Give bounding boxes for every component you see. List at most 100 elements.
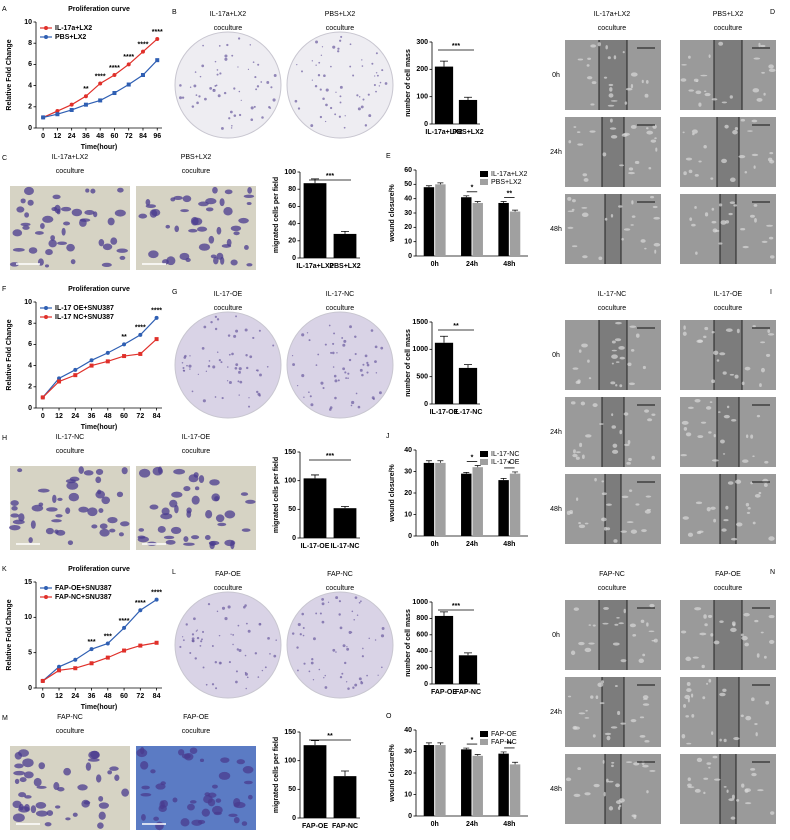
colony	[302, 634, 305, 637]
caption: coculture	[182, 448, 211, 455]
cell	[197, 819, 206, 824]
cell	[744, 642, 749, 647]
colony	[250, 118, 254, 121]
cell	[685, 432, 692, 437]
x-tick-label: 48	[96, 133, 104, 140]
colony	[246, 366, 249, 370]
colony	[224, 617, 228, 621]
point	[155, 58, 160, 63]
cell	[767, 329, 771, 333]
cell	[745, 502, 750, 507]
cell	[594, 477, 597, 482]
caption: coculture	[214, 25, 243, 32]
cell	[695, 501, 703, 505]
cell	[66, 481, 79, 490]
cell	[608, 93, 614, 98]
colony	[354, 335, 357, 338]
cell	[10, 513, 20, 518]
cell	[728, 798, 735, 802]
cell	[714, 778, 721, 781]
cell	[682, 131, 685, 134]
cell	[751, 153, 759, 157]
colony	[335, 91, 337, 93]
wound-gap	[605, 474, 621, 544]
point	[112, 91, 117, 96]
cell	[565, 777, 572, 782]
cell	[711, 731, 714, 735]
y-tick-label: 20	[404, 224, 412, 231]
cell	[233, 801, 246, 809]
colony	[306, 332, 309, 334]
colony	[191, 637, 195, 641]
cell	[740, 714, 744, 718]
cell	[768, 64, 774, 69]
cell	[723, 738, 727, 743]
cell	[197, 226, 208, 232]
row-label: 24h	[550, 709, 562, 716]
cell	[622, 51, 625, 54]
significance: ***	[452, 43, 460, 50]
cell	[587, 57, 592, 60]
colony	[234, 366, 238, 370]
cell	[581, 212, 589, 218]
error-bar	[341, 506, 349, 509]
caption: coculture	[326, 25, 355, 32]
colony	[220, 361, 223, 364]
cell	[578, 641, 585, 646]
cell	[688, 89, 695, 92]
cell	[158, 804, 167, 813]
cell	[611, 349, 617, 352]
cell	[572, 725, 578, 730]
colony	[211, 683, 215, 686]
panel-letter: L	[172, 569, 176, 576]
colony	[258, 394, 261, 397]
cell	[45, 249, 53, 256]
colony	[352, 686, 355, 689]
cell	[731, 794, 735, 800]
cell	[756, 97, 763, 102]
x-tick-label: 24h	[466, 261, 478, 268]
cell	[230, 259, 238, 266]
colony	[209, 87, 213, 90]
cell	[653, 242, 661, 247]
cell	[729, 95, 733, 99]
colony	[210, 320, 213, 324]
colony	[378, 391, 382, 395]
point	[122, 354, 127, 359]
cell	[634, 160, 640, 165]
x-tick-label: 24	[68, 133, 76, 140]
y-axis-label: number of cell mass	[405, 609, 412, 677]
row-label: 24h	[550, 149, 562, 156]
cell	[189, 747, 198, 754]
point	[57, 379, 62, 384]
y-tick-label: 0	[28, 125, 32, 132]
cell	[612, 642, 620, 646]
colony	[374, 345, 378, 349]
cell	[757, 789, 764, 792]
cell	[101, 262, 112, 267]
cell	[706, 506, 711, 512]
colony	[294, 99, 298, 103]
cell	[160, 513, 173, 520]
cell	[578, 522, 581, 525]
colony	[333, 374, 337, 378]
cell	[625, 761, 633, 764]
cell	[620, 722, 626, 725]
cell	[575, 380, 581, 384]
cell	[244, 245, 249, 250]
x-tick-label: FAP-OE	[431, 689, 457, 696]
colony	[270, 86, 273, 89]
cell	[704, 326, 709, 331]
cell	[27, 199, 34, 206]
colony	[378, 85, 381, 87]
panel-letter: C	[2, 155, 7, 162]
cell	[733, 737, 740, 741]
colony	[332, 366, 335, 368]
colony	[266, 365, 269, 368]
colony	[231, 54, 234, 57]
cell	[680, 630, 687, 634]
colony	[182, 366, 185, 370]
error-bar	[463, 195, 470, 198]
y-tick-label: 8	[28, 40, 32, 47]
colony	[375, 90, 377, 93]
